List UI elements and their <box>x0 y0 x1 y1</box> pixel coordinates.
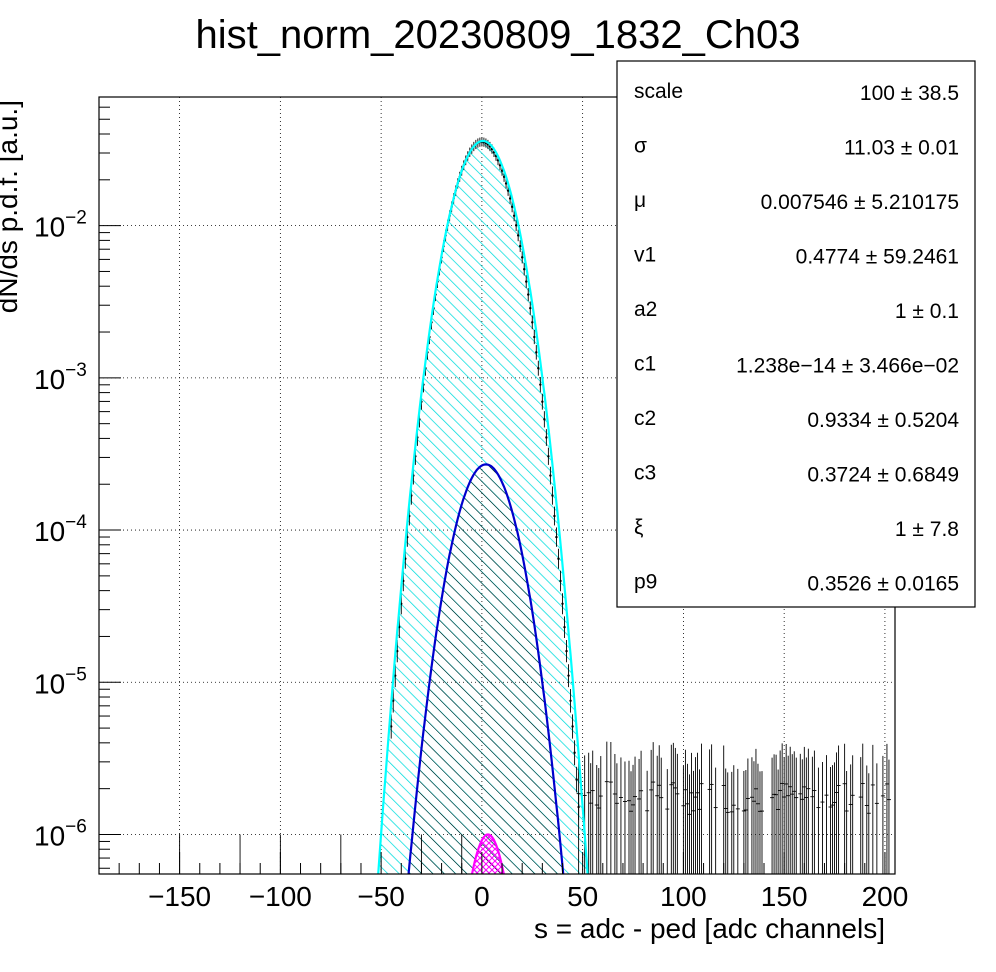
hist-point <box>563 625 566 629</box>
stats-box: scale 100 ± 38.5 σ 11.03 ± 0.01 μ 0.007546 ± … <box>616 60 976 608</box>
stat-value: 1 ± 0.1 <box>895 300 959 323</box>
hist-point <box>543 418 546 421</box>
hist-point <box>555 535 558 539</box>
stat-value: 0.9334 ± 0.5204 <box>807 409 959 432</box>
x-tick-label: 200 <box>862 881 909 912</box>
fit-curves <box>377 139 589 874</box>
hist-point <box>557 557 560 560</box>
stat-value: 0.007546 ± 5.210175 <box>761 191 959 214</box>
y-tick-label: 10−2 <box>34 208 87 243</box>
hist-point <box>545 436 548 439</box>
x-tick-label: 0 <box>474 881 490 912</box>
y-tick-label: 10−5 <box>34 664 87 699</box>
hist-point <box>529 306 532 310</box>
hist-point <box>518 244 522 248</box>
y-tick-label: 10−4 <box>34 512 87 547</box>
stat-name: σ <box>634 135 647 158</box>
stat-name: p9 <box>634 571 657 594</box>
histogram-points <box>179 137 891 874</box>
hist-point <box>506 189 510 192</box>
stat-value: 1 ± 7.8 <box>895 518 959 541</box>
hist-point <box>516 234 520 237</box>
hist-point <box>527 293 530 296</box>
x-tick-label: −100 <box>249 881 312 912</box>
hist-point <box>541 400 544 403</box>
hist-point <box>508 197 512 200</box>
fit-curve-2 <box>407 463 565 874</box>
stat-value: 1.238e−14 ± 3.466e−02 <box>736 355 959 378</box>
hist-point <box>569 699 572 702</box>
stat-value: 0.3724 ± 0.6849 <box>807 464 959 487</box>
stat-name: v1 <box>634 244 656 267</box>
hist-point <box>535 351 538 354</box>
hist-point <box>531 321 534 324</box>
x-tick-label: −50 <box>357 881 405 912</box>
y-tick-label: 10−6 <box>34 816 87 851</box>
hist-point <box>392 699 395 702</box>
hist-point <box>523 267 526 271</box>
hist-point <box>567 674 570 677</box>
hist-point <box>561 602 564 605</box>
hist-point <box>551 494 554 497</box>
hist-point <box>394 674 397 677</box>
hist-point <box>565 649 568 653</box>
hist-point <box>553 514 556 518</box>
stat-name: μ <box>634 189 646 212</box>
stat-name: c1 <box>634 353 656 376</box>
stat-name: c3 <box>634 462 656 485</box>
hist-point <box>514 224 518 227</box>
fit-curve-1 <box>377 139 589 874</box>
stat-name: c2 <box>634 407 656 430</box>
stat-name: scale <box>634 80 683 103</box>
x-axis-label: s = adc - ped [adc channels] <box>534 913 885 944</box>
x-tick-label: 100 <box>660 881 707 912</box>
stat-value: 0.3526 ± 0.0165 <box>807 573 959 596</box>
x-tick-label: 50 <box>567 881 598 912</box>
hist-point <box>510 205 514 209</box>
hist-point <box>575 778 578 781</box>
stat-name: a2 <box>634 298 657 321</box>
hist-point <box>547 455 550 458</box>
hist-point <box>537 367 540 370</box>
hist-point <box>502 175 506 179</box>
hist-point <box>539 383 542 386</box>
stat-value: 100 ± 38.5 <box>860 82 959 105</box>
hist-point <box>390 725 393 728</box>
y-axis: 10−2 10−3 10−4 10−5 10−6 <box>34 96 121 869</box>
hist-point <box>520 256 524 259</box>
hist-point <box>559 579 562 583</box>
x-tick-label: 150 <box>761 881 808 912</box>
hist-point <box>525 280 528 283</box>
hist-point <box>533 335 536 339</box>
hist-point <box>571 725 574 728</box>
stat-value: 11.03 ± 0.01 <box>844 137 959 160</box>
stat-name: ξ <box>634 516 643 539</box>
stat-value: 0.4774 ± 59.2461 <box>796 246 959 269</box>
y-tick-label: 10−3 <box>34 360 87 395</box>
hist-point <box>549 474 552 477</box>
x-tick-label: −150 <box>148 881 211 912</box>
hist-point <box>573 751 576 754</box>
fit-fill-3 <box>472 834 504 874</box>
chart-title: hist_norm_20230809_1832_Ch03 <box>196 13 801 57</box>
fit-curve-3 <box>470 833 505 874</box>
x-axis: −150 −100 −50 0 50 100 150 200 <box>118 852 909 912</box>
hist-point <box>512 214 516 217</box>
hist-point <box>504 182 508 185</box>
y-axis-label: dN/ds p.d.f. [a.u.] <box>0 100 23 313</box>
